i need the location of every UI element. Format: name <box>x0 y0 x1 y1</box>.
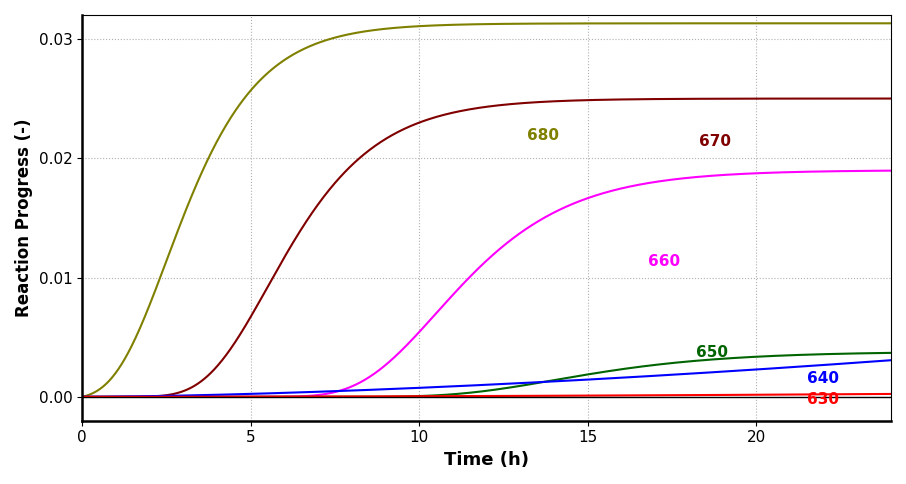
Text: 680: 680 <box>527 128 559 143</box>
Text: 670: 670 <box>699 134 731 149</box>
Text: 660: 660 <box>649 254 680 269</box>
X-axis label: Time (h): Time (h) <box>444 451 529 469</box>
Text: 630: 630 <box>806 392 839 407</box>
Text: 640: 640 <box>806 371 839 386</box>
Text: 650: 650 <box>696 346 728 361</box>
Y-axis label: Reaction Progress (-): Reaction Progress (-) <box>15 119 33 317</box>
